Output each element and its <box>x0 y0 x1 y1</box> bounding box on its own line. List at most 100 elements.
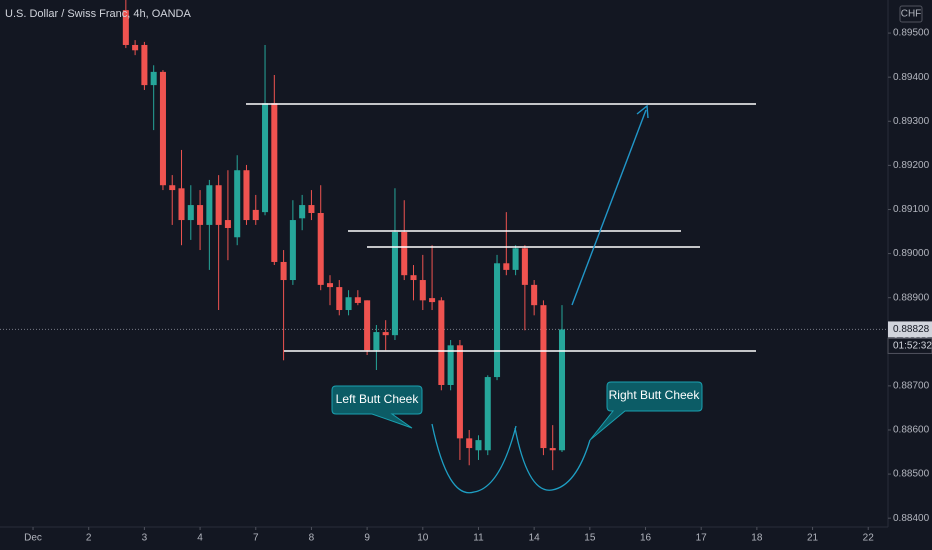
arrow-head <box>636 104 649 119</box>
x-tick-label: 22 <box>863 533 875 544</box>
x-tick-label: 21 <box>807 533 819 544</box>
candle-body <box>391 231 398 336</box>
x-tick-label: 9 <box>364 533 370 544</box>
left-callout: Left Butt Cheek <box>331 385 423 429</box>
candle-body <box>206 185 213 225</box>
y-tick-label: 0.88500 <box>893 469 930 480</box>
y-tick-label: 0.88700 <box>893 381 930 392</box>
candle-body <box>243 170 250 221</box>
candle-body <box>429 298 436 303</box>
x-tick-label: 3 <box>142 533 148 544</box>
y-tick-label: 0.89400 <box>893 72 930 83</box>
candle-body <box>252 209 259 221</box>
right-curve <box>514 427 591 491</box>
countdown-box <box>887 337 932 354</box>
candle-body <box>466 438 473 449</box>
candle-body <box>317 213 324 285</box>
candle-body <box>224 220 231 228</box>
last-price-box <box>888 321 932 338</box>
candle-body <box>354 297 361 303</box>
candle-body <box>364 300 371 351</box>
candle-body <box>419 280 426 301</box>
callout-box <box>589 381 703 441</box>
callout-text: Left Butt Cheek <box>336 392 420 406</box>
candle-body <box>326 283 334 288</box>
candle-body <box>410 275 417 281</box>
candle-body <box>169 185 176 191</box>
price-axis <box>888 0 932 550</box>
candle-body <box>447 345 454 385</box>
candle-body <box>308 205 315 214</box>
callout-box <box>331 385 423 429</box>
drawings <box>246 103 756 352</box>
candle-body <box>197 205 204 225</box>
y-tick-label: 0.89200 <box>893 160 930 171</box>
countdown: 01:52:32 <box>893 341 932 352</box>
candle-body <box>122 10 129 45</box>
candle-body <box>215 185 222 225</box>
candle-body <box>373 332 380 351</box>
candle-body <box>503 263 510 270</box>
x-tick-label: 10 <box>417 533 429 544</box>
candle-body <box>289 220 296 281</box>
candle-body <box>438 300 445 385</box>
x-tick-label: 2 <box>86 533 92 544</box>
candle-body <box>345 297 352 311</box>
x-tick-label: 15 <box>584 533 596 544</box>
x-tick-label: 14 <box>529 533 541 544</box>
y-tick-label: 0.89500 <box>893 28 930 39</box>
arrow-shaft <box>571 109 647 306</box>
candle-body <box>382 332 389 336</box>
candle-body <box>531 284 538 306</box>
y-tick-label: 0.89100 <box>893 204 930 215</box>
x-tick-label: 16 <box>640 533 652 544</box>
y-tick-label: 0.88600 <box>893 425 930 436</box>
candle-body <box>456 345 463 439</box>
candle-body <box>159 71 166 186</box>
y-tick-label: 0.88400 <box>893 513 930 524</box>
candle-body <box>494 263 501 378</box>
candle-body <box>549 448 556 451</box>
candle-body <box>178 188 185 221</box>
y-tick-label: 0.89000 <box>893 248 930 259</box>
candle-body <box>512 248 519 270</box>
candles <box>0 0 888 471</box>
candle-body <box>141 44 148 86</box>
candle-body <box>484 377 491 451</box>
candle-body <box>150 71 157 86</box>
callout-text: Right Butt Cheek <box>609 388 701 402</box>
candle-body <box>540 305 547 449</box>
last-price-label: 0.88828 <box>893 324 930 335</box>
curves <box>431 423 591 494</box>
candle-body <box>187 205 194 221</box>
chart-title: U.S. Dollar / Swiss Franc, 4h, OANDA <box>5 8 191 20</box>
y-tick-label: 0.89300 <box>893 116 930 127</box>
candle-body <box>262 103 269 213</box>
x-tick-label: 8 <box>309 533 315 544</box>
x-tick-label: 11 <box>473 533 484 544</box>
y-tick-label: 0.88900 <box>893 292 930 303</box>
currency: CHF <box>901 9 922 20</box>
candle-body <box>299 205 306 219</box>
candle-body <box>475 440 482 451</box>
x-tick-label: 17 <box>696 533 708 544</box>
candle-body <box>558 329 566 451</box>
x-tick-label: Dec <box>24 533 42 544</box>
candle-body <box>521 248 528 285</box>
right-callout: Right Butt Cheek <box>589 381 703 441</box>
arrow <box>571 104 649 306</box>
candle-body <box>280 261 287 281</box>
candle-body <box>132 44 139 51</box>
x-tick-label: 7 <box>253 533 259 544</box>
axes: 0.884000.885000.886000.887000.888000.889… <box>24 28 932 544</box>
candle-body <box>401 231 408 276</box>
left-curve <box>431 423 517 494</box>
x-tick-label: 4 <box>197 533 203 544</box>
candle-body <box>234 170 241 238</box>
x-tick-label: 18 <box>751 533 763 544</box>
candle-body <box>336 287 343 311</box>
currency-box <box>899 5 923 23</box>
